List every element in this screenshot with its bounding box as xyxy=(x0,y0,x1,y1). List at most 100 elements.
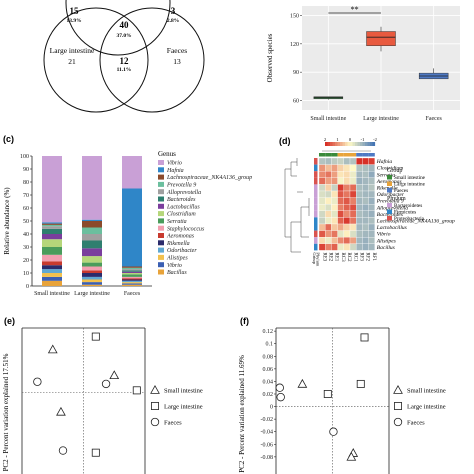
legend-swatch xyxy=(158,189,164,195)
heatmap-cell xyxy=(349,237,357,244)
stacked-bar-segment xyxy=(42,247,62,255)
scatter-point-circle xyxy=(101,379,111,389)
y-tick-label: 120 xyxy=(290,42,299,48)
color-scale-tick: 2 xyxy=(324,137,326,142)
stacked-bar-segment xyxy=(82,234,102,241)
heatmap-row-label: Serratia xyxy=(377,172,395,178)
scatter-point-square xyxy=(323,390,332,398)
legend-label: Lactobacillus xyxy=(166,204,200,210)
phylum-annotation-cell xyxy=(314,217,318,224)
group-annotation-cell xyxy=(343,153,350,157)
phylum-annotation-cell xyxy=(314,210,318,218)
heatmap-cell xyxy=(349,171,357,178)
stacked-bar-segment xyxy=(82,270,102,273)
heatmap-column-label: RE2 xyxy=(328,252,333,261)
scatter-point-circle xyxy=(150,417,160,427)
heatmap-column-label: RF2 xyxy=(365,252,370,261)
heatmap-cell xyxy=(325,237,332,244)
heatmap-cell xyxy=(325,243,332,251)
stacked-bar-segment xyxy=(122,267,142,270)
heatmap-cell xyxy=(368,210,375,218)
stacked-bar-segment xyxy=(82,227,102,234)
stacked-bar-segment xyxy=(82,248,102,257)
heatmap-cell xyxy=(349,230,357,238)
scatter-point-circle xyxy=(329,427,338,436)
group-annotation-cell xyxy=(350,153,357,157)
heatmap-cell xyxy=(318,171,326,178)
legend-swatch xyxy=(158,181,164,187)
heatmap-cell xyxy=(331,237,338,244)
stacked-bar-segment xyxy=(42,276,62,281)
legend-swatch xyxy=(158,262,164,268)
heatmap-cell xyxy=(331,223,338,231)
color-scale-step xyxy=(345,142,348,146)
color-scale-step xyxy=(337,142,341,146)
heatmap-cell xyxy=(331,164,338,172)
color-scale-step xyxy=(330,142,333,146)
heatmap-cell xyxy=(362,164,369,172)
color-scale-step xyxy=(340,142,343,146)
phylum-annotation-cell xyxy=(314,243,318,251)
y-tick-label: 70 xyxy=(23,193,29,199)
heatmap-cell xyxy=(368,204,375,211)
heatmap-cell xyxy=(318,184,326,192)
legend-label: Alistipes xyxy=(166,256,188,262)
stacked-bar-chart: (c) 0 10 20 30 40 50 60 70 80 90 100 Relative abunda… xyxy=(3,134,252,297)
stacked-bar-segment xyxy=(82,256,102,263)
legend-swatch xyxy=(158,160,164,165)
x-tick-label: Small intestine xyxy=(34,291,70,297)
scatter-point-triangle xyxy=(56,406,66,416)
stacked-bar-segment xyxy=(82,273,102,277)
heatmap-cell xyxy=(362,223,369,231)
x-tick-label: Small intestine xyxy=(310,116,346,122)
heatmap-cell xyxy=(362,171,369,178)
y-tick-label: 150 xyxy=(290,13,299,19)
heatmap-cell xyxy=(331,243,338,251)
legend-swatch xyxy=(158,203,164,209)
heatmap-cell xyxy=(362,177,369,185)
heatmap-cell xyxy=(368,177,375,185)
stacked-bar-segment xyxy=(42,269,62,273)
legend-title: Phylum xyxy=(387,196,406,202)
heatmap-cell xyxy=(343,177,351,185)
stacked-bar-segment xyxy=(122,188,142,267)
x-tick-label: Faeces xyxy=(426,116,443,122)
heatmap-cell xyxy=(368,230,375,238)
heatmap-cell xyxy=(356,197,363,205)
heatmap-cell xyxy=(337,184,344,192)
legend-title: Group xyxy=(387,168,402,174)
stacked-bar-segment xyxy=(122,271,142,273)
heatmap-cell xyxy=(362,204,369,211)
phylum-annotation-cell xyxy=(314,177,318,185)
heatmap-cell xyxy=(368,164,375,172)
heatmap-row-label: Odoribacter xyxy=(377,192,405,198)
legend-swatch xyxy=(387,181,392,186)
heatmap-cell xyxy=(356,204,363,211)
venn-region-pct: 11.1% xyxy=(117,67,132,73)
heatmap-row-label: Lactobacillus xyxy=(376,225,407,231)
heatmap-cell xyxy=(318,217,326,225)
y-axis-label: Observed species xyxy=(266,33,274,82)
heatmap-cell xyxy=(318,190,326,198)
heatmap-cell xyxy=(343,164,351,172)
venn-region-pct: 2.8% xyxy=(167,18,179,24)
legend-label: Prevotella 9 xyxy=(166,183,196,189)
legend-label: Lachnospiraceae_NK4A136_group xyxy=(166,174,252,181)
y-tick-label: 80 xyxy=(23,180,29,186)
legend-swatch xyxy=(158,218,164,224)
panel-label: (c) xyxy=(3,134,14,144)
heatmap-cell xyxy=(318,237,326,244)
scatter-point-square xyxy=(91,332,100,341)
heatmap-row-label: Prevotella 9 xyxy=(376,199,404,205)
stacked-bar-segment xyxy=(42,261,62,266)
legend-swatch xyxy=(158,269,164,275)
legend-label: Small intestine xyxy=(164,388,203,395)
legend-label: Small intestine xyxy=(394,175,426,181)
scatter-point-triangle xyxy=(109,370,120,380)
phylum-annotation-cell xyxy=(314,230,318,238)
color-scale-step xyxy=(332,142,336,146)
heatmap-cell xyxy=(349,243,357,251)
scatter-point-square xyxy=(132,386,141,395)
heatmap-cell xyxy=(325,210,332,218)
heatmap-cell xyxy=(368,237,375,244)
